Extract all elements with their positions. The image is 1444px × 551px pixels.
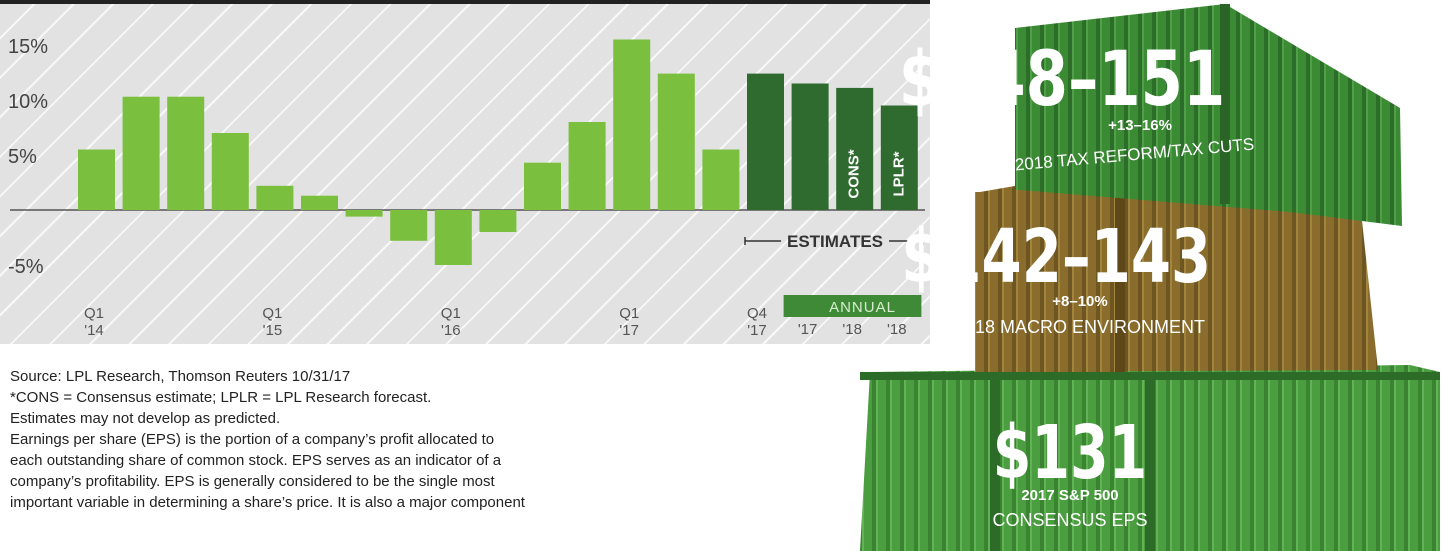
bar-estimate bbox=[791, 83, 829, 210]
container-bottom-caption: CONSENSUS EPS bbox=[992, 510, 1147, 530]
y-tick-label: 5% bbox=[8, 146, 37, 168]
x-tick-label: Q1 bbox=[262, 305, 282, 322]
container-middle-caption: 2018 MACRO ENVIRONMENT bbox=[955, 317, 1205, 337]
x-tick-label: '17 bbox=[798, 321, 818, 338]
container-top-value: $148–151 bbox=[899, 35, 1226, 123]
bar-quarterly bbox=[434, 210, 472, 265]
estimates-label: ESTIMATES bbox=[787, 232, 883, 251]
y-tick-label: 10% bbox=[8, 91, 48, 113]
chart-top-rule bbox=[0, 0, 930, 4]
bar-quarterly bbox=[479, 210, 517, 232]
cons-definition: *CONS = Consensus estimate; LPLR = LPL R… bbox=[10, 389, 432, 406]
y-tick-label: 15% bbox=[8, 36, 48, 58]
x-tick-label: '17 bbox=[619, 322, 639, 339]
container-2017-consensus: $131 2017 S&P 500 CONSENSUS EPS bbox=[860, 365, 1440, 551]
x-tick-label: '18 bbox=[842, 321, 862, 338]
y-tick-label: -5% bbox=[8, 256, 44, 278]
bar-estimate bbox=[836, 87, 874, 210]
eps-growth-chart: 15% 10% 5% -5% Q1'14 Q1'15 Q1'16 Q1'17 CONS* LPLR… bbox=[0, 0, 930, 344]
bar-estimate bbox=[747, 73, 784, 210]
bar-quarterly bbox=[345, 210, 383, 217]
x-tick-label: '15 bbox=[263, 322, 283, 339]
eps-definition-line-3: company’s profitability. EPS is generall… bbox=[10, 473, 495, 490]
container-middle-value: $142–143 bbox=[901, 213, 1211, 300]
x-tick-label: Q1 bbox=[441, 305, 461, 322]
bar-quarterly bbox=[167, 96, 205, 210]
bar-quarterly bbox=[256, 185, 294, 210]
x-tick-label: Q1 bbox=[84, 305, 104, 322]
eps-definition-line-2: each outstanding share of common stock. … bbox=[10, 452, 502, 469]
bar-quarterly bbox=[122, 96, 160, 210]
disclaimer: Estimates may not develop as predicted. bbox=[10, 410, 281, 427]
source-line: Source: LPL Research, Thomson Reuters 10… bbox=[10, 368, 351, 385]
container-macro-environment: $142–143 +8–10% 2018 MACRO ENVIRONMENT bbox=[901, 166, 1378, 372]
bar-quarterly bbox=[390, 210, 428, 241]
bar-quarterly bbox=[702, 149, 740, 210]
eps-definition-line-4: important variable in determining a shar… bbox=[10, 494, 525, 511]
chart-notes: Source: LPL Research, Thomson Reuters 10… bbox=[10, 366, 840, 513]
bar-quarterly bbox=[613, 39, 651, 210]
x-tick-label: '17 bbox=[747, 322, 767, 339]
x-tick-label: Q4 bbox=[747, 305, 767, 322]
annual-label: ANNUAL bbox=[829, 299, 896, 316]
bar-estimate bbox=[880, 105, 918, 210]
x-tick-label: '16 bbox=[441, 322, 461, 339]
container-stack: $131 2017 S&P 500 CONSENSUS EPS $142–143… bbox=[860, 4, 1440, 551]
container-middle-change: +8–10% bbox=[1052, 293, 1107, 310]
annual-band bbox=[783, 295, 922, 317]
estimate-bar-label: CONS* bbox=[846, 149, 863, 198]
x-tick-label: '14 bbox=[84, 322, 104, 339]
x-tick-label: Q1 bbox=[619, 305, 639, 322]
container-bottom-change: 2017 S&P 500 bbox=[1021, 487, 1118, 504]
bar-quarterly bbox=[78, 149, 115, 210]
container-tax-reform: $148–151 +13–16% 2018 TAX REFORM/TAX CUT… bbox=[899, 4, 1402, 226]
bar-quarterly bbox=[524, 162, 561, 210]
estimate-bar-label: LPLR* bbox=[890, 151, 907, 196]
bar-quarterly bbox=[301, 195, 338, 210]
x-tick-label: '18 bbox=[887, 321, 907, 338]
container-top-change: +13–16% bbox=[1108, 117, 1172, 134]
bar-quarterly bbox=[211, 133, 249, 210]
container-bottom-value: $131 bbox=[993, 410, 1147, 496]
eps-definition-line-1: Earnings per share (EPS) is the portion … bbox=[10, 431, 495, 448]
bar-quarterly bbox=[568, 122, 606, 210]
bar-quarterly bbox=[657, 73, 695, 210]
